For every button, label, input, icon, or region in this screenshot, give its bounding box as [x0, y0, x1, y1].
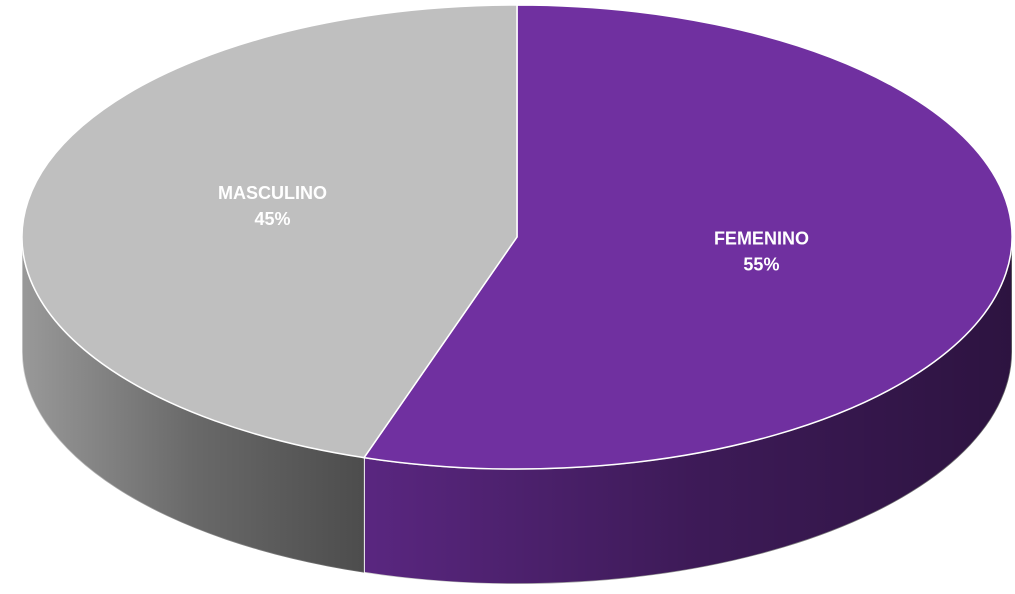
data-label-value: 45% — [255, 209, 291, 229]
side-shade — [364, 237, 1012, 585]
slice — [21, 4, 518, 459]
data-label-name: MASCULINO — [218, 183, 327, 203]
data-label-name: FEMENINO — [714, 228, 809, 248]
side-shade — [22, 237, 365, 573]
data-label-value: 55% — [743, 254, 779, 274]
slice — [362, 4, 1013, 470]
